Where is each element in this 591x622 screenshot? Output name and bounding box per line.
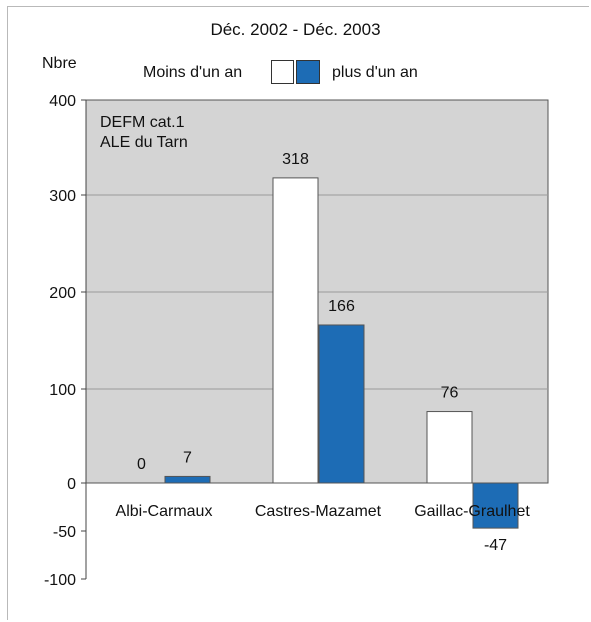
legend-swatch-moins-d-un-an — [271, 60, 294, 84]
chart-frame — [7, 6, 589, 620]
chart-title: Déc. 2002 - Déc. 2003 — [210, 20, 381, 39]
x-tick-label-castres-mazamet: Castres-Mazamet — [255, 503, 382, 520]
y-axis-label: Nbre — [42, 55, 77, 72]
y-tick-label-0: 0 — [67, 476, 76, 493]
bar-gaillac-graulhet-series-0 — [426, 411, 473, 484]
y-tick-label-300: 300 — [49, 188, 76, 205]
data-label-gaillac-graulhet-series-0: 76 — [441, 385, 459, 402]
data-label-gaillac-graulhet-series-1: -47 — [484, 537, 507, 554]
data-label-castres-mazamet-series-0: 318 — [282, 151, 309, 168]
annotation-defm: DEFM cat.1 — [100, 114, 185, 131]
y-tick-label-400: 400 — [49, 93, 76, 110]
y-tick-label-200: 200 — [49, 285, 76, 302]
y-tick-label--50: -50 — [53, 524, 76, 541]
annotation-ale: ALE du Tarn — [100, 134, 188, 151]
legend-swatch-plus-d-un-an — [296, 60, 320, 84]
y-tick-label-100: 100 — [49, 382, 76, 399]
bar-albi-carmaux-series-1 — [164, 475, 211, 484]
legend-label-moins-d-un-an: Moins d'un an — [143, 64, 243, 81]
x-tick-label-gaillac-graulhet: Gaillac-Graulhet — [414, 503, 530, 520]
bar-castres-mazamet-series-1 — [318, 324, 365, 484]
data-label-albi-carmaux-series-0: 0 — [137, 456, 146, 473]
bar-castres-mazamet-series-0 — [272, 177, 319, 484]
x-tick-label-albi-carmaux: Albi-Carmaux — [116, 503, 213, 520]
data-label-albi-carmaux-series-1: 7 — [183, 449, 192, 466]
y-tick-label--100: -100 — [44, 572, 76, 589]
bar-gaillac-graulhet-series-1 — [472, 482, 519, 529]
legend-label-plus-d-un-an: plus d'un an — [332, 64, 418, 81]
data-label-castres-mazamet-series-1: 166 — [328, 298, 355, 315]
